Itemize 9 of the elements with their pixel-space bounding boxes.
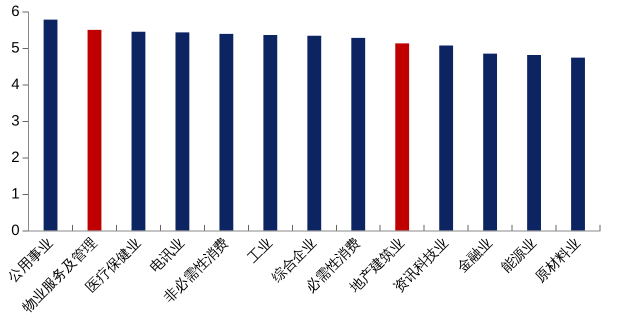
x-tick-label: 金融业 (454, 234, 495, 276)
y-tick-label: 1 (11, 185, 20, 202)
y-tick-label: 4 (11, 76, 20, 94)
y-tick-label: 3 (11, 112, 20, 130)
x-tick-label: 工业 (244, 234, 276, 266)
y-tick-label: 0 (11, 222, 20, 239)
y-tick-label: 5 (11, 40, 20, 57)
y-tick-label: 6 (11, 3, 20, 20)
y-tick-label: 2 (11, 149, 20, 166)
